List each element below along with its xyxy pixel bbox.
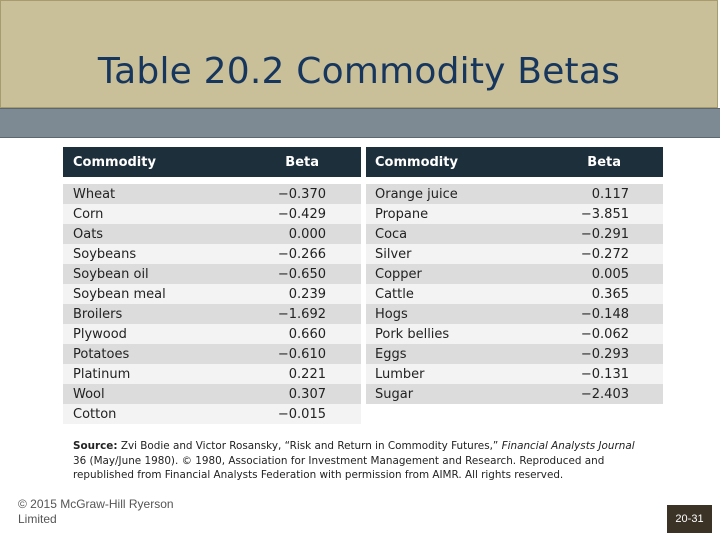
beta-value: −1.692 bbox=[277, 306, 326, 322]
table-row: Lumber −0.131 bbox=[366, 364, 663, 384]
commodity-name: Soybeans bbox=[73, 246, 137, 262]
beta-value: −0.272 bbox=[580, 246, 629, 262]
beta-value: 0.117 bbox=[591, 186, 629, 202]
title-band: Table 20.2 Commodity Betas bbox=[0, 0, 718, 108]
source-text-before: Zvi Bodie and Victor Rosansky, “Risk and… bbox=[120, 440, 499, 452]
header-beta: Beta bbox=[587, 154, 621, 170]
table-row: Plywood 0.660 bbox=[63, 324, 361, 344]
commodity-name: Broilers bbox=[73, 306, 123, 322]
commodity-name: Lumber bbox=[375, 366, 425, 382]
beta-value: −0.291 bbox=[580, 226, 629, 242]
commodity-name: Propane bbox=[375, 206, 429, 222]
table-row: Sugar −2.403 bbox=[366, 384, 663, 404]
table-row: Propane −3.851 bbox=[366, 204, 663, 224]
table-header: Commodity Beta bbox=[63, 147, 361, 177]
table-row: Soybean oil −0.650 bbox=[63, 264, 361, 284]
table-row: Coca −0.291 bbox=[366, 224, 663, 244]
header-commodity: Commodity bbox=[73, 154, 156, 170]
commodity-name: Eggs bbox=[375, 346, 407, 362]
table-row: Hogs −0.148 bbox=[366, 304, 663, 324]
table-body: Orange juice 0.117 Propane −3.851 Coca −0.291… bbox=[366, 184, 663, 404]
commodity-name: Wool bbox=[73, 386, 105, 402]
beta-value: 0.307 bbox=[288, 386, 326, 402]
commodity-name: Cotton bbox=[73, 406, 117, 422]
commodity-name: Cattle bbox=[375, 286, 414, 302]
commodity-name: Potatoes bbox=[73, 346, 130, 362]
table-row: Silver −0.272 bbox=[366, 244, 663, 264]
table-row: Cattle 0.365 bbox=[366, 284, 663, 304]
beta-value: −0.266 bbox=[277, 246, 326, 262]
beta-value: −2.403 bbox=[580, 386, 629, 402]
commodity-name: Oats bbox=[73, 226, 104, 242]
table-row: Broilers −1.692 bbox=[63, 304, 361, 324]
table-row: Eggs −0.293 bbox=[366, 344, 663, 364]
source-journal: Financial Analysts Journal bbox=[501, 440, 635, 452]
commodity-name: Sugar bbox=[375, 386, 414, 402]
commodity-name: Hogs bbox=[375, 306, 408, 322]
beta-value: 0.000 bbox=[288, 226, 326, 242]
table-row: Soybeans −0.266 bbox=[63, 244, 361, 264]
beta-value: 0.239 bbox=[288, 286, 326, 302]
beta-value: −0.370 bbox=[277, 186, 326, 202]
table-row: Copper 0.005 bbox=[366, 264, 663, 284]
table-row: Cotton −0.015 bbox=[63, 404, 361, 424]
table-row: Pork bellies −0.062 bbox=[366, 324, 663, 344]
commodity-table-left: Commodity Beta Wheat −0.370 Corn −0.429 Oats… bbox=[63, 147, 361, 424]
commodity-name: Silver bbox=[375, 246, 412, 262]
table-row: Orange juice 0.117 bbox=[366, 184, 663, 204]
copyright-text: © 2015 McGraw-Hill Ryerson Limited bbox=[18, 497, 174, 526]
table-row: Potatoes −0.610 bbox=[63, 344, 361, 364]
beta-value: −3.851 bbox=[580, 206, 629, 222]
commodity-name: Corn bbox=[73, 206, 104, 222]
table-header: Commodity Beta bbox=[366, 147, 663, 177]
beta-value: 0.005 bbox=[591, 266, 629, 282]
commodity-name: Coca bbox=[375, 226, 408, 242]
commodity-name: Copper bbox=[375, 266, 422, 282]
beta-value: −0.148 bbox=[580, 306, 629, 322]
divider-bar bbox=[0, 108, 720, 138]
beta-value: 0.365 bbox=[591, 286, 629, 302]
beta-value: −0.429 bbox=[277, 206, 326, 222]
beta-value: 0.660 bbox=[288, 326, 326, 342]
table-row: Soybean meal 0.239 bbox=[63, 284, 361, 304]
table-row: Wool 0.307 bbox=[63, 384, 361, 404]
beta-value: −0.062 bbox=[580, 326, 629, 342]
table-row: Platinum 0.221 bbox=[63, 364, 361, 384]
table-row: Oats 0.000 bbox=[63, 224, 361, 244]
table-row: Corn −0.429 bbox=[63, 204, 361, 224]
header-commodity: Commodity bbox=[375, 154, 458, 170]
commodity-table-right: Commodity Beta Orange juice 0.117 Propane −… bbox=[366, 147, 663, 404]
commodity-name: Plywood bbox=[73, 326, 127, 342]
header-beta: Beta bbox=[285, 154, 319, 170]
beta-value: −0.131 bbox=[580, 366, 629, 382]
table-body: Wheat −0.370 Corn −0.429 Oats 0.000 Soybeans −0… bbox=[63, 184, 361, 424]
slide-title: Table 20.2 Commodity Betas bbox=[97, 51, 621, 92]
commodity-name: Soybean meal bbox=[73, 286, 166, 302]
commodity-name: Platinum bbox=[73, 366, 131, 382]
commodity-name: Wheat bbox=[73, 186, 116, 202]
commodity-name: Orange juice bbox=[375, 186, 458, 202]
table-row: Wheat −0.370 bbox=[63, 184, 361, 204]
commodity-name: Soybean oil bbox=[73, 266, 149, 282]
beta-value: −0.293 bbox=[580, 346, 629, 362]
beta-value: 0.221 bbox=[288, 366, 326, 382]
beta-value: −0.650 bbox=[277, 266, 326, 282]
beta-value: −0.015 bbox=[277, 406, 326, 422]
commodity-name: Pork bellies bbox=[375, 326, 450, 342]
beta-value: −0.610 bbox=[277, 346, 326, 362]
source-label: Source: bbox=[73, 440, 118, 452]
page-number-badge: 20-31 bbox=[667, 505, 712, 533]
source-note: Source: Zvi Bodie and Victor Rosansky, “… bbox=[73, 439, 645, 483]
source-text-after: 36 (May/June 1980). © 1980, Association … bbox=[73, 454, 605, 482]
